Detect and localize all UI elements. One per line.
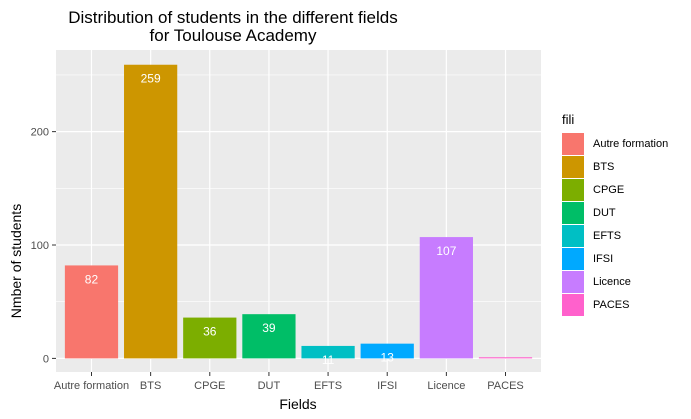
legend-item: EFTS (562, 224, 668, 247)
bar-ifsi (360, 343, 414, 359)
x-tick-label: EFTS (314, 380, 342, 392)
legend-items: Autre formation BTS CPGE DUT EFTS IFSI Licence… (562, 132, 668, 316)
y-tick-label: 0 (43, 353, 49, 365)
bar-paces (478, 357, 533, 359)
bar-value-label: 107 (436, 244, 456, 258)
chart-title-line-1: Distribution of students in the differen… (68, 8, 398, 27)
legend-label: BTS (593, 160, 615, 173)
legend-label: PACES (593, 298, 630, 311)
legend-label: CPGE (593, 183, 625, 196)
x-tick-label: Autre formation (54, 380, 129, 392)
bar-value-label: 13 (381, 351, 395, 365)
legend-swatch (562, 178, 584, 201)
y-axis: 0 100 200 (31, 127, 56, 365)
legend-swatch (562, 293, 584, 316)
x-tick-label: PACES (487, 380, 523, 392)
legend-swatch (562, 201, 584, 224)
y-axis-label: Nmber of students (8, 203, 24, 319)
x-tick-label: CPGE (194, 380, 225, 392)
legend-label: Licence (593, 275, 631, 288)
x-tick-label: DUT (258, 380, 281, 392)
bar-autre-formation (64, 265, 119, 359)
x-tick-label: Licence (427, 380, 465, 392)
legend-swatch (562, 247, 584, 270)
bar-value-label: 259 (141, 72, 161, 86)
legend-swatch (562, 132, 584, 155)
legend-item: CPGE (562, 178, 668, 201)
legend-label: DUT (593, 206, 616, 219)
x-axis: Autre formation BTS CPGE DUT EFTS IFSI Licence… (54, 372, 524, 392)
bar-value-label: 39 (262, 321, 276, 335)
legend-item: BTS (562, 155, 668, 178)
legend: fili Autre formation BTS CPGE DUT EFTS IFSI Li… (562, 112, 668, 316)
bar-value-label: 11 (322, 353, 335, 367)
bar-cpge (183, 317, 237, 359)
legend-item: IFSI (562, 247, 668, 270)
bar-licence (419, 237, 473, 359)
legend-label: Autre formation (593, 137, 669, 150)
legend-label: EFTS (593, 229, 622, 242)
legend-item: Licence (562, 270, 668, 293)
bar-value-label: 82 (85, 272, 99, 286)
bar-value-label: 36 (203, 325, 217, 339)
legend-item: DUT (562, 201, 668, 224)
legend-swatch (562, 155, 584, 178)
bar-labels: 82 259 36 39 11 13 107 (85, 72, 457, 367)
y-tick-label: 100 (31, 240, 49, 252)
legend-title: fili (562, 112, 575, 127)
bars (64, 64, 533, 359)
bar-efts (301, 345, 355, 359)
legend-item: PACES (562, 293, 668, 316)
bar-bts (124, 64, 178, 359)
legend-swatch (562, 224, 584, 247)
legend-label: IFSI (593, 252, 614, 265)
legend-item: Autre formation (562, 132, 668, 155)
chart-title-line-2: for Toulouse Academy (149, 26, 317, 45)
x-tick-label: IFSI (377, 380, 397, 392)
legend-swatch (562, 270, 584, 293)
y-tick-label: 200 (31, 127, 49, 139)
x-tick-label: BTS (140, 380, 161, 392)
bar-dut (242, 314, 296, 359)
x-axis-label: Fields (279, 396, 317, 412)
